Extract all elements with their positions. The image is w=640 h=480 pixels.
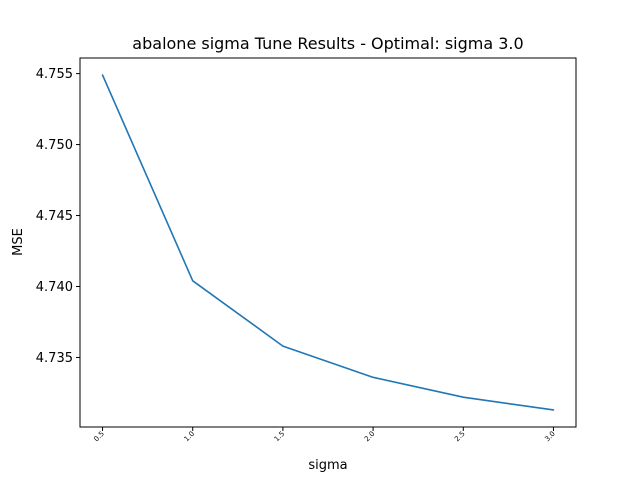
- x-tick-label: 2.0: [363, 430, 377, 444]
- plot-area: 4.735 4.740 4.745 4.750 4.755 0.5 1.0 1.5 2.0 2.…: [36, 57, 577, 444]
- y-tick-label: 4.750: [36, 138, 73, 153]
- axes-frame: [79, 57, 577, 428]
- x-tick-label: 1.5: [273, 430, 287, 444]
- y-tick-label: 4.745: [36, 209, 73, 224]
- x-tick-label: 1.0: [183, 430, 197, 444]
- series-line: [101, 74, 555, 411]
- series-group: [101, 74, 555, 411]
- y-tick-label: 4.735: [36, 351, 73, 366]
- x-tick-label: 3.0: [543, 430, 557, 444]
- y-axis-label: MSE: [11, 228, 26, 256]
- chart-title: abalone sigma Tune Results - Optimal: si…: [132, 34, 523, 53]
- x-tick-label: 2.5: [453, 430, 467, 444]
- y-tick-label: 4.755: [36, 67, 73, 82]
- y-tick-label: 4.740: [36, 280, 73, 295]
- x-axis-label: sigma: [308, 458, 347, 473]
- x-axis: 0.5 1.0 1.5 2.0 2.5 3.0: [92, 427, 557, 444]
- x-tick-label: 0.5: [92, 430, 106, 444]
- y-axis: 4.735 4.740 4.745 4.750 4.755: [36, 67, 80, 366]
